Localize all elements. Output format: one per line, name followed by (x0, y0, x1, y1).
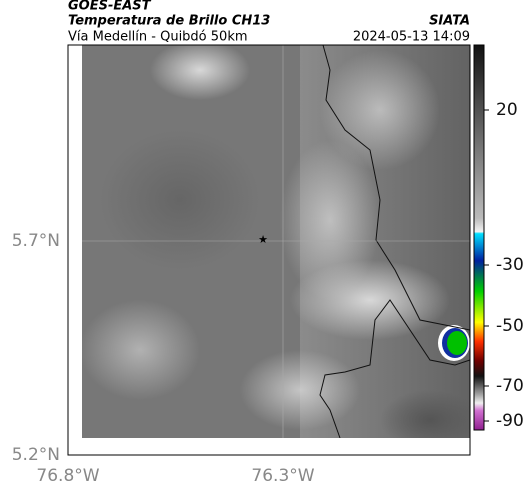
lon-label: 76.3°W (251, 466, 314, 486)
location-marker: ★ (258, 233, 268, 246)
lat-label: 5.7°N (12, 231, 60, 251)
colorbar-tick-label: -90 (496, 411, 524, 431)
colorbar (473, 44, 485, 431)
source: SIATA (429, 14, 470, 29)
colorbar-ticks: 20 -30 -50 -70 -90 (484, 100, 524, 431)
route: Vía Medellín - Quibdó 50km (68, 30, 248, 45)
timestamp: 2024-05-13 14:09 (353, 30, 470, 45)
colorbar-tick-label: -30 (496, 255, 524, 275)
colorbar-tick-label: -70 (496, 376, 524, 396)
lat-label: 5.2°N (12, 445, 60, 465)
product: Temperatura de Brillo CH13 (68, 14, 270, 29)
lon-label: 76.8°W (36, 466, 99, 486)
colorbar-tick-label: -50 (496, 316, 524, 336)
imagery (82, 45, 470, 438)
satellite: GOES-EAST (68, 0, 152, 14)
colorbar-tick-label: 20 (496, 100, 518, 120)
